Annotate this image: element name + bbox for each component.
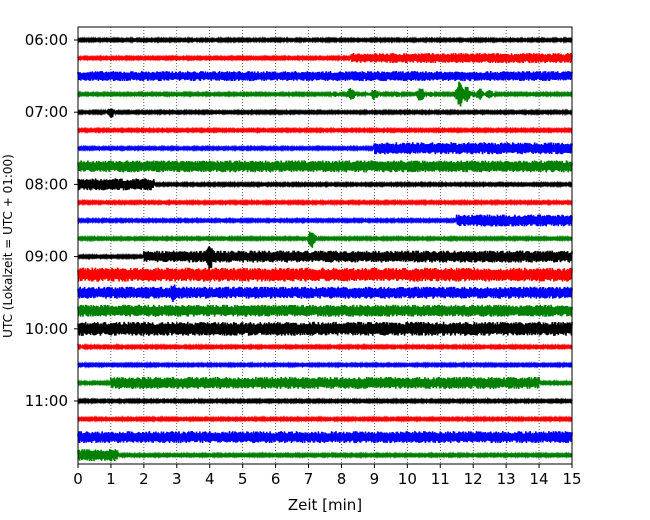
trace-row	[77, 304, 573, 317]
x-tick-label: 0	[73, 470, 83, 488]
trace-row	[77, 231, 573, 248]
y-tick-label: 07:00	[25, 103, 68, 121]
trace-row	[77, 267, 573, 282]
traces	[77, 36, 573, 462]
trace-line	[77, 284, 573, 303]
trace-row	[77, 284, 573, 303]
trace-row	[77, 142, 573, 155]
x-tick-label: 6	[271, 470, 281, 488]
trace-line	[77, 160, 573, 173]
x-tick-label: 8	[337, 470, 347, 488]
trace-row	[77, 342, 573, 351]
x-tick-label: 14	[530, 470, 549, 488]
trace-line	[77, 267, 573, 282]
x-tick-label: 9	[370, 470, 380, 488]
x-tick-label: 3	[172, 470, 182, 488]
trace-line	[77, 376, 573, 389]
trace-row	[77, 126, 573, 135]
x-tick-label: 13	[497, 470, 516, 488]
trace-row	[77, 376, 573, 389]
trace-line	[77, 231, 573, 248]
grid	[110, 27, 540, 464]
y-tick-label: 06:00	[25, 31, 68, 49]
trace-row	[77, 360, 573, 369]
trace-row	[77, 449, 573, 462]
trace-row	[77, 81, 573, 107]
trace-row	[77, 397, 573, 405]
trace-row	[77, 246, 573, 271]
trace-row	[77, 71, 573, 82]
x-tick-label: 2	[139, 470, 149, 488]
x-tick-label: 1	[106, 470, 116, 488]
y-axis-ticks: 06:00 07:00 08:00 09:00 10:00 11:00	[25, 31, 78, 410]
x-tick-label: 15	[562, 470, 581, 488]
trace-row	[77, 160, 573, 173]
x-tick-label: 4	[205, 470, 215, 488]
y-axis-label: UTC (Lokalzeit = UTC + 01:00)	[1, 154, 15, 338]
x-axis-label: Zeit [min]	[288, 496, 362, 514]
trace-row	[77, 53, 573, 64]
x-axis-ticks: 0 1 2 3 4 5 6 7 8 9 10 11 12 13 14 15	[73, 464, 582, 488]
y-tick-label: 11:00	[25, 392, 68, 410]
plot-frame	[77, 26, 573, 465]
trace-line	[77, 321, 573, 336]
trace-row	[77, 36, 573, 44]
y-tick-label: 09:00	[25, 248, 68, 266]
x-tick-label: 5	[238, 470, 248, 488]
trace-line	[77, 71, 573, 82]
trace-row	[77, 178, 573, 191]
trace-line	[77, 304, 573, 317]
trace-line	[77, 431, 573, 444]
trace-row	[77, 321, 573, 336]
trace-row	[77, 108, 573, 118]
trace-row	[77, 431, 573, 444]
y-tick-label: 08:00	[25, 175, 68, 193]
trace-row	[77, 415, 573, 423]
x-tick-label: 7	[304, 470, 314, 488]
trace-row	[77, 198, 573, 207]
trace-row	[77, 214, 573, 227]
x-tick-label: 10	[398, 470, 417, 488]
x-tick-label: 12	[464, 470, 483, 488]
y-tick-label: 10:00	[25, 320, 68, 338]
x-tick-label: 11	[431, 470, 450, 488]
trace-line	[77, 246, 573, 271]
